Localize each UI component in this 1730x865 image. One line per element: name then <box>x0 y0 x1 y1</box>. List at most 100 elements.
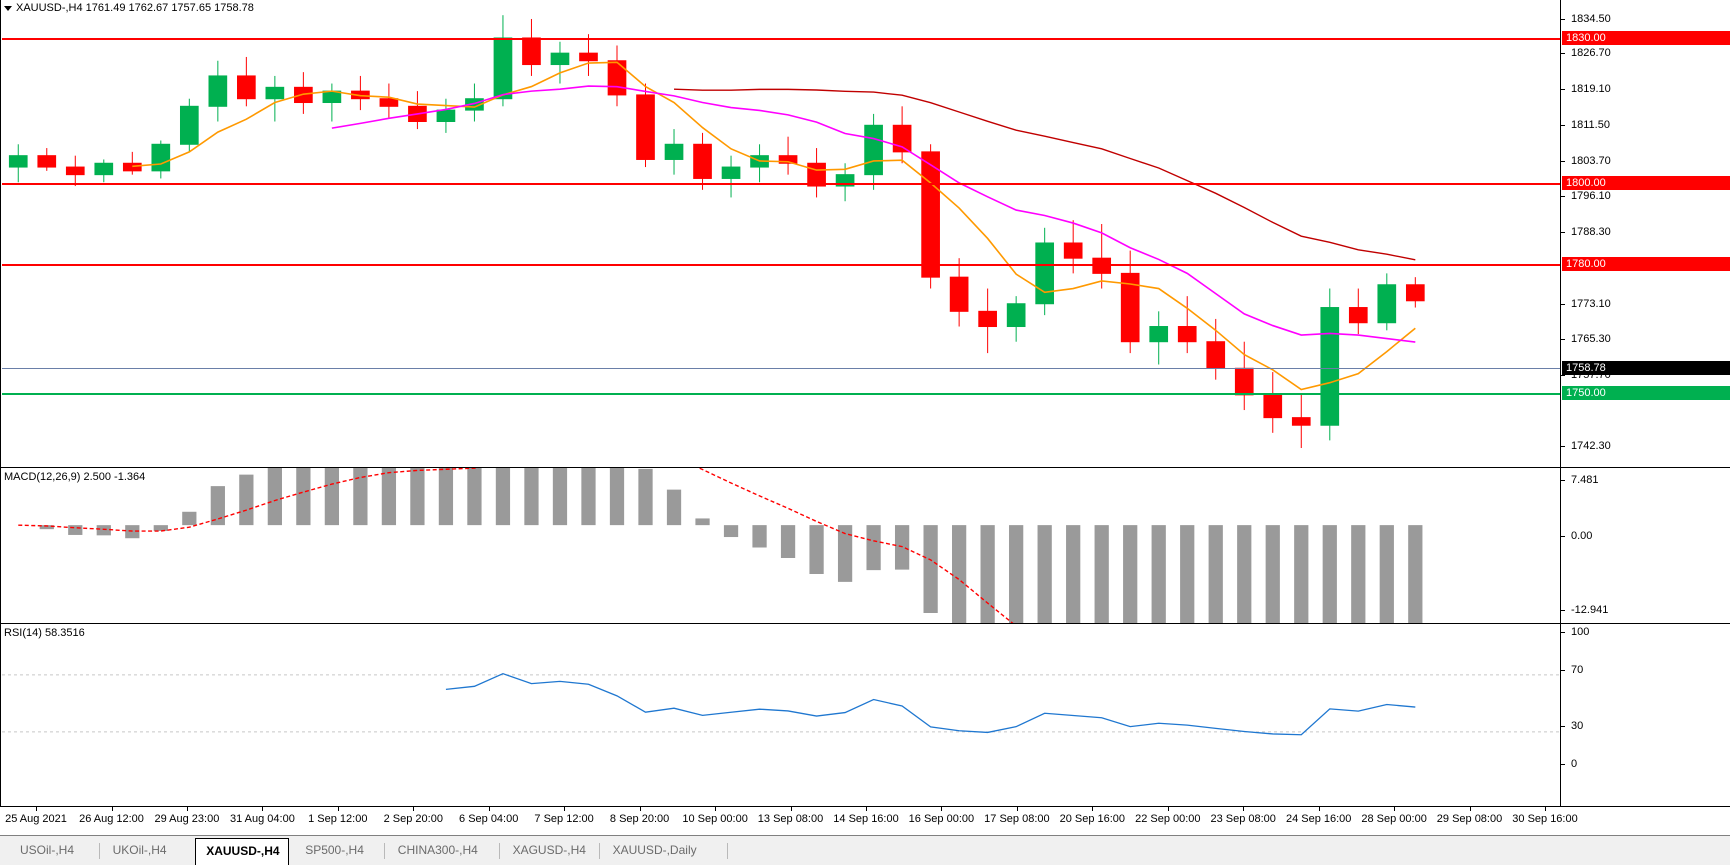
price-tick-mark <box>1561 339 1565 340</box>
rsi-tick-mark <box>1561 632 1565 633</box>
date-tick-label: 1 Sep 12:00 <box>308 813 368 825</box>
price-tick-mark <box>1561 161 1565 162</box>
chart-tab-xagusd-h4[interactable]: XAGUSD-,H4 <box>512 843 586 857</box>
date-tick-label: 13 Sep 08:00 <box>757 813 824 825</box>
tab-separator <box>383 843 385 859</box>
rsi-tick-mark <box>1561 726 1565 727</box>
chart-symbol-header: XAUUSD-,H4 1761.49 1762.67 1757.65 1758.… <box>4 2 254 14</box>
date-tick-label: 22 Sep 00:00 <box>1135 813 1201 825</box>
date-tick-mark <box>413 807 415 811</box>
date-tick-label: 2 Sep 20:00 <box>383 813 443 825</box>
rsi-series-svg <box>2 672 1560 736</box>
date-tick-mark <box>1469 807 1471 811</box>
date-tick-mark <box>564 807 566 811</box>
date-tick-mark <box>1318 807 1320 811</box>
price-chart-panel[interactable]: 1834.50 1826.70 1819.10 1811.50 1803.70 1796.… <box>0 0 1730 559</box>
level-line-1830-00[interactable] <box>2 38 1560 40</box>
macd-tick-label: 0.00 <box>1571 530 1593 542</box>
date-tick-label: 8 Sep 20:00 <box>609 813 670 825</box>
price-tick-label: 1788.30 <box>1571 226 1611 238</box>
date-tick-mark <box>715 807 717 811</box>
macd-plot-area[interactable] <box>2 468 1560 624</box>
macd-tick-mark <box>1561 536 1565 537</box>
price-scale[interactable]: 1834.50 1826.70 1819.10 1811.50 1803.70 1796.… <box>1560 0 1730 559</box>
rsi-tick-label: 30 <box>1571 720 1584 732</box>
chart-tab-usoil-h4[interactable]: USOil-,H4 <box>20 843 75 857</box>
date-tick-label: 16 Sep 00:00 <box>908 813 975 825</box>
macd-label: MACD(12,26,9) 2.500 -1.364 <box>4 471 146 483</box>
price-tick-mark <box>1561 446 1565 447</box>
date-tick-label: 23 Sep 08:00 <box>1210 813 1276 825</box>
date-tick-label: 29 Sep 08:00 <box>1436 813 1503 825</box>
date-tick-mark <box>790 807 792 811</box>
macd-tick-mark <box>1561 480 1565 481</box>
date-tick-label: 24 Sep 16:00 <box>1285 813 1352 825</box>
level-line-1800-00[interactable] <box>2 183 1560 185</box>
chart-tab-xauusd-h4[interactable]: XAUUSD-,H4 <box>195 838 290 865</box>
date-tick-label: 29 Aug 23:00 <box>154 813 220 825</box>
date-tick-label: 17 Sep 08:00 <box>984 813 1050 825</box>
macd-indicator-panel[interactable]: 7.481 0.00 -12.941 MACD(12,26,9) 2.500 -1.… <box>0 467 1730 624</box>
level-line-1758-78[interactable] <box>2 368 1560 369</box>
rsi-scale: 100 70 30 0 <box>1560 624 1730 807</box>
date-tick-mark <box>36 807 37 811</box>
macd-scale: 7.481 0.00 -12.941 <box>1560 468 1730 624</box>
date-tick-mark <box>866 807 867 811</box>
price-tag-1830-00: 1830.00 <box>1562 31 1730 45</box>
rsi-tick-label: 0 <box>1571 758 1578 770</box>
collapse-triangle-icon[interactable] <box>4 5 12 11</box>
price-tick-mark <box>1561 232 1565 233</box>
date-tick-mark <box>639 807 641 811</box>
level-line-1750-00[interactable] <box>2 393 1560 395</box>
date-tick-label: 31 Aug 04:00 <box>229 813 295 825</box>
symbol-ohlc-text: XAUUSD-,H4 1761.49 1762.67 1757.65 1758.… <box>16 2 254 14</box>
rsi-tick-mark <box>1561 670 1565 671</box>
tab-separator <box>598 843 600 859</box>
macd-tick-label: -12.941 <box>1571 604 1609 616</box>
date-axis[interactable]: 25 Aug 2021 26 Aug 12:00 29 Aug 23:00 31 Au… <box>0 806 1730 835</box>
price-tick-mark <box>1561 125 1565 126</box>
price-tick-label: 1803.70 <box>1571 155 1611 167</box>
date-tick-mark <box>111 807 113 811</box>
macd-tick-label: 7.481 <box>1571 474 1599 486</box>
rsi-tick-mark <box>1561 764 1565 765</box>
tab-separator <box>498 843 500 859</box>
price-plot-area[interactable] <box>2 0 1560 467</box>
price-tag-1800-00: 1800.00 <box>1562 176 1730 190</box>
macd-tick-mark <box>1561 610 1565 611</box>
date-tick-label: 14 Sep 16:00 <box>833 813 899 825</box>
date-tick-mark <box>488 807 490 811</box>
date-tick-mark <box>941 807 943 811</box>
rsi-label: RSI(14) 58.3516 <box>4 627 85 639</box>
date-tick-mark <box>337 807 339 811</box>
macd-series-svg <box>18 468 1423 624</box>
chart-tab-sp500-h4[interactable]: SP500-,H4 <box>305 843 364 857</box>
price-tick-label: 1819.10 <box>1571 83 1611 95</box>
price-tick-label: 1811.50 <box>1571 119 1610 131</box>
date-tick-label: 25 Aug 2021 <box>5 813 67 825</box>
rsi-tick-label: 100 <box>1571 626 1590 638</box>
level-line-1780-00[interactable] <box>2 264 1560 266</box>
date-tick-mark <box>1243 807 1245 811</box>
chart-tab-bar[interactable]: USOil-,H4 UKOil-,H4 XAUUSD-,H4 SP500-,H4 CHI… <box>0 835 1730 865</box>
date-tick-mark <box>1167 807 1169 811</box>
price-tick-label: 1834.50 <box>1571 13 1611 25</box>
date-tick-mark <box>1016 807 1018 811</box>
chart-tab-xauusd-daily[interactable]: XAUUSD-,Daily <box>612 843 697 857</box>
price-tick-mark <box>1561 53 1565 54</box>
price-tag-1750-00: 1750.00 <box>1562 386 1730 400</box>
rsi-indicator-panel[interactable]: 100 70 30 0 RSI(14) 58.3516 <box>0 623 1730 807</box>
price-tick-label: 1826.70 <box>1571 47 1611 59</box>
price-tick-label: 1773.10 <box>1571 298 1611 310</box>
rsi-tick-label: 70 <box>1571 664 1584 676</box>
price-tick-mark <box>1561 19 1565 20</box>
date-tick-mark <box>1394 807 1396 811</box>
tab-separator <box>726 843 728 859</box>
price-tick-mark <box>1561 196 1565 197</box>
rsi-plot-area[interactable] <box>2 624 1560 807</box>
date-tick-label: 7 Sep 12:00 <box>534 813 594 825</box>
chart-tab-ukoil-h4[interactable]: UKOil-,H4 <box>112 843 167 857</box>
date-tick-label: 20 Sep 16:00 <box>1059 813 1126 825</box>
chart-tab-china300-h4[interactable]: CHINA300-,H4 <box>397 843 478 857</box>
